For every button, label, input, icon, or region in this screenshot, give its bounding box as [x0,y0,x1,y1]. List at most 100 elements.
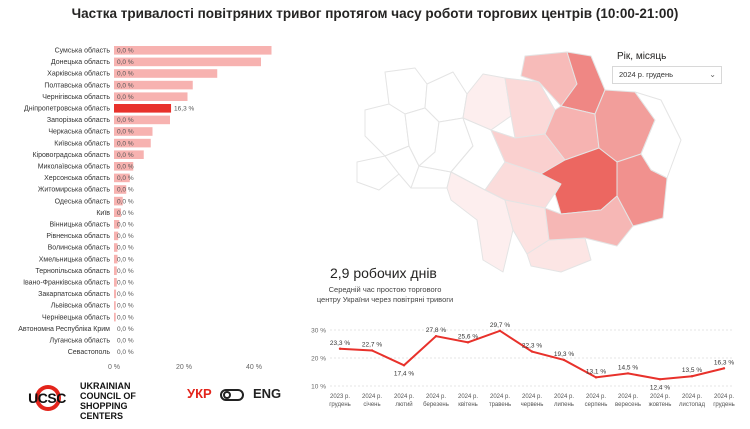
line-point[interactable] [690,375,694,378]
line-x-tick-label: 2024 р. [490,394,510,400]
bar-data-label: 0,0 % [117,187,134,194]
line-x-tick-label: 2024 р. [618,394,638,400]
bar-mark[interactable] [114,138,151,148]
bar-data-label: 0,0 % [117,268,134,275]
line-point[interactable] [498,329,502,333]
bar-data-label: 0,0 % [117,94,134,101]
map-region-zakarpattia[interactable] [356,155,400,191]
line-x-tick-label: квітень [458,402,478,408]
line-point[interactable] [402,364,406,367]
language-switch: УКР ENG [187,386,281,401]
bar-data-label: 0,0 % [117,152,134,159]
line-x-tick-label: травень [489,402,511,408]
bar-category-label: Закарпатська область [38,290,110,298]
line-x-tick-label: червень [521,402,544,408]
line-point[interactable] [338,347,342,350]
line-x-tick-label: жовтень [649,402,672,408]
bar-mark[interactable] [114,92,188,101]
bar-category-label: Луганська область [50,337,111,345]
bar-mark[interactable] [114,266,117,275]
line-x-tick-label: 2024 р. [426,394,446,400]
line-data-label: 23,3 % [330,340,350,347]
map-region-lviv[interactable] [364,103,410,157]
bar-mark[interactable] [114,231,119,241]
bar-mark[interactable] [114,185,127,194]
bar-data-label: 0,0 % [117,210,134,217]
bar-mark[interactable] [114,208,121,217]
line-point[interactable] [466,341,470,344]
line-point[interactable] [434,334,438,338]
line-point[interactable] [626,372,630,375]
bar-category-label: Сумська область [55,47,111,55]
line-data-label: 22,7 % [362,341,382,348]
bar-category-label: Рівненська область [46,232,110,240]
line-point[interactable] [562,358,566,362]
map-region-zaporizhzhia[interactable] [544,195,634,247]
bar-mark[interactable] [114,220,120,229]
kpi-value: 2,9 робочих днів [330,265,437,281]
bar-mark[interactable] [114,46,272,55]
bar-mark[interactable] [114,69,218,78]
bar-mark[interactable] [114,312,116,322]
line-x-tick-label: 2024 р. [586,394,606,400]
bar-mark[interactable] [114,243,118,252]
bar-data-label: 0,0 % [117,198,134,205]
line-point[interactable] [530,350,534,353]
line-x-tick-label: грудень [713,402,735,408]
bar-mark[interactable] [114,289,117,299]
page-title: Частка тривалості повітряних тривог прот… [71,6,679,21]
line-x-tick-label: березень [423,402,449,408]
bar-category-label: Миколаївська область [38,163,111,171]
logo-line1: UKRAINIAN [80,381,131,391]
bar-mark[interactable] [114,278,117,287]
line-point[interactable] [370,349,374,352]
bar-category-label: Тернопільська область [35,267,110,275]
line-point[interactable] [594,376,598,379]
lang-ukr-link[interactable]: УКР [187,386,212,401]
lang-eng-link[interactable]: ENG [252,386,282,401]
bar-mark[interactable] [114,57,261,67]
bar-data-label: 0,0 % [117,338,134,345]
line-data-label: 13,5 % [682,367,702,374]
bar-mark[interactable] [114,254,118,264]
line-x-tick-label: 2024 р. [394,394,414,400]
line-y-tick-label: 20 % [311,356,326,363]
line-y-tick-label: 30 % [311,328,326,335]
bar-category-label: Одеська область [55,197,111,205]
bar-category-label: Черкаська область [48,128,110,136]
line-point[interactable] [658,378,662,381]
bar-data-label: 0,0 % [117,71,134,78]
language-toggle[interactable] [220,388,245,401]
bar-category-label: Волинська область [48,244,111,252]
line-x-tick-label: лютий [395,401,412,408]
ukraine-map [356,51,682,273]
line-data-label: 17,4 % [394,370,414,377]
bar-mark[interactable] [114,162,134,171]
bar-category-label: Чернівецька область [42,313,110,321]
ucsc-logo-mark: UCSC [28,385,67,411]
bar-mark[interactable] [114,150,144,159]
bar-data-label: 0,0 % [117,349,134,356]
bar-data-label: 0,0 % [117,175,134,182]
line-data-label: 27,8 % [426,327,446,334]
monthly-line-chart: 30 % 20 % 10 % 23,3 % 2023 р. грудень 22,7 % 20… [311,322,735,408]
line-data-label: 19,3 % [554,351,574,358]
bar-mark[interactable] [114,173,130,183]
bar-mark[interactable] [114,104,172,113]
line-point[interactable] [722,367,726,370]
bar-mark[interactable] [114,127,153,136]
month-dropdown[interactable]: 2024 р. грудень ⌄ [612,66,722,84]
bar-data-label: 0,0 % [117,256,134,263]
line-x-tick-label: 2024 р. [458,394,478,400]
logo-line3: CENTERS [80,411,124,421]
bar-data-label: 0,0 % [117,222,134,229]
line-group: 30 % 20 % 10 % 23,3 % 2023 р. грудень 22,7 % 20… [311,322,735,408]
bar-mark[interactable] [114,301,116,310]
line-data-label: 29,7 % [490,322,510,329]
bar-data-label: 0,0 % [117,314,134,321]
bar-mark[interactable] [114,80,193,90]
logo-line2: COUNCIL OF SHOPPING [80,391,136,411]
line-x-tick-label: 2023 р. [330,394,350,400]
bar-mark[interactable] [114,115,170,125]
bar-mark[interactable] [114,196,123,206]
